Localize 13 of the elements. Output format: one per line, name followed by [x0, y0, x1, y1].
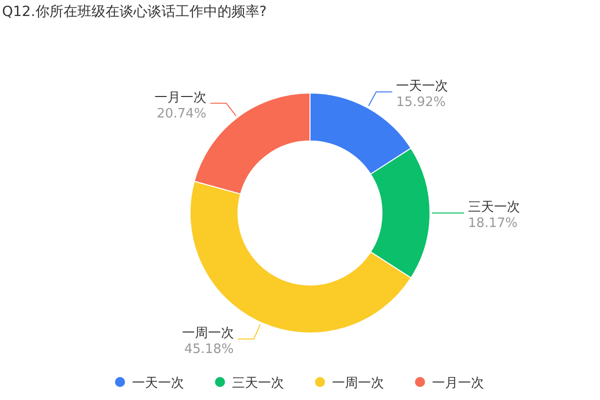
- data-label: 18.17%: [468, 216, 518, 232]
- legend-label: 一周一次: [332, 376, 384, 391]
- data-label: 15.92%: [396, 94, 446, 110]
- legend-label: 一天一次: [132, 376, 184, 391]
- data-label: 45.18%: [184, 342, 234, 358]
- slice-label: 三天一次: [468, 200, 520, 216]
- data-label: 20.74%: [156, 106, 206, 122]
- legend-label: 一月一次: [432, 376, 484, 391]
- slice-label: 一周一次: [182, 326, 234, 342]
- slice-label: 一天一次: [396, 78, 448, 94]
- slice-label: 一月一次: [154, 90, 206, 106]
- chart-title: Q12.你所在班级在谈心谈话工作中的频率?: [2, 4, 267, 20]
- legend-label: 三天一次: [232, 376, 284, 391]
